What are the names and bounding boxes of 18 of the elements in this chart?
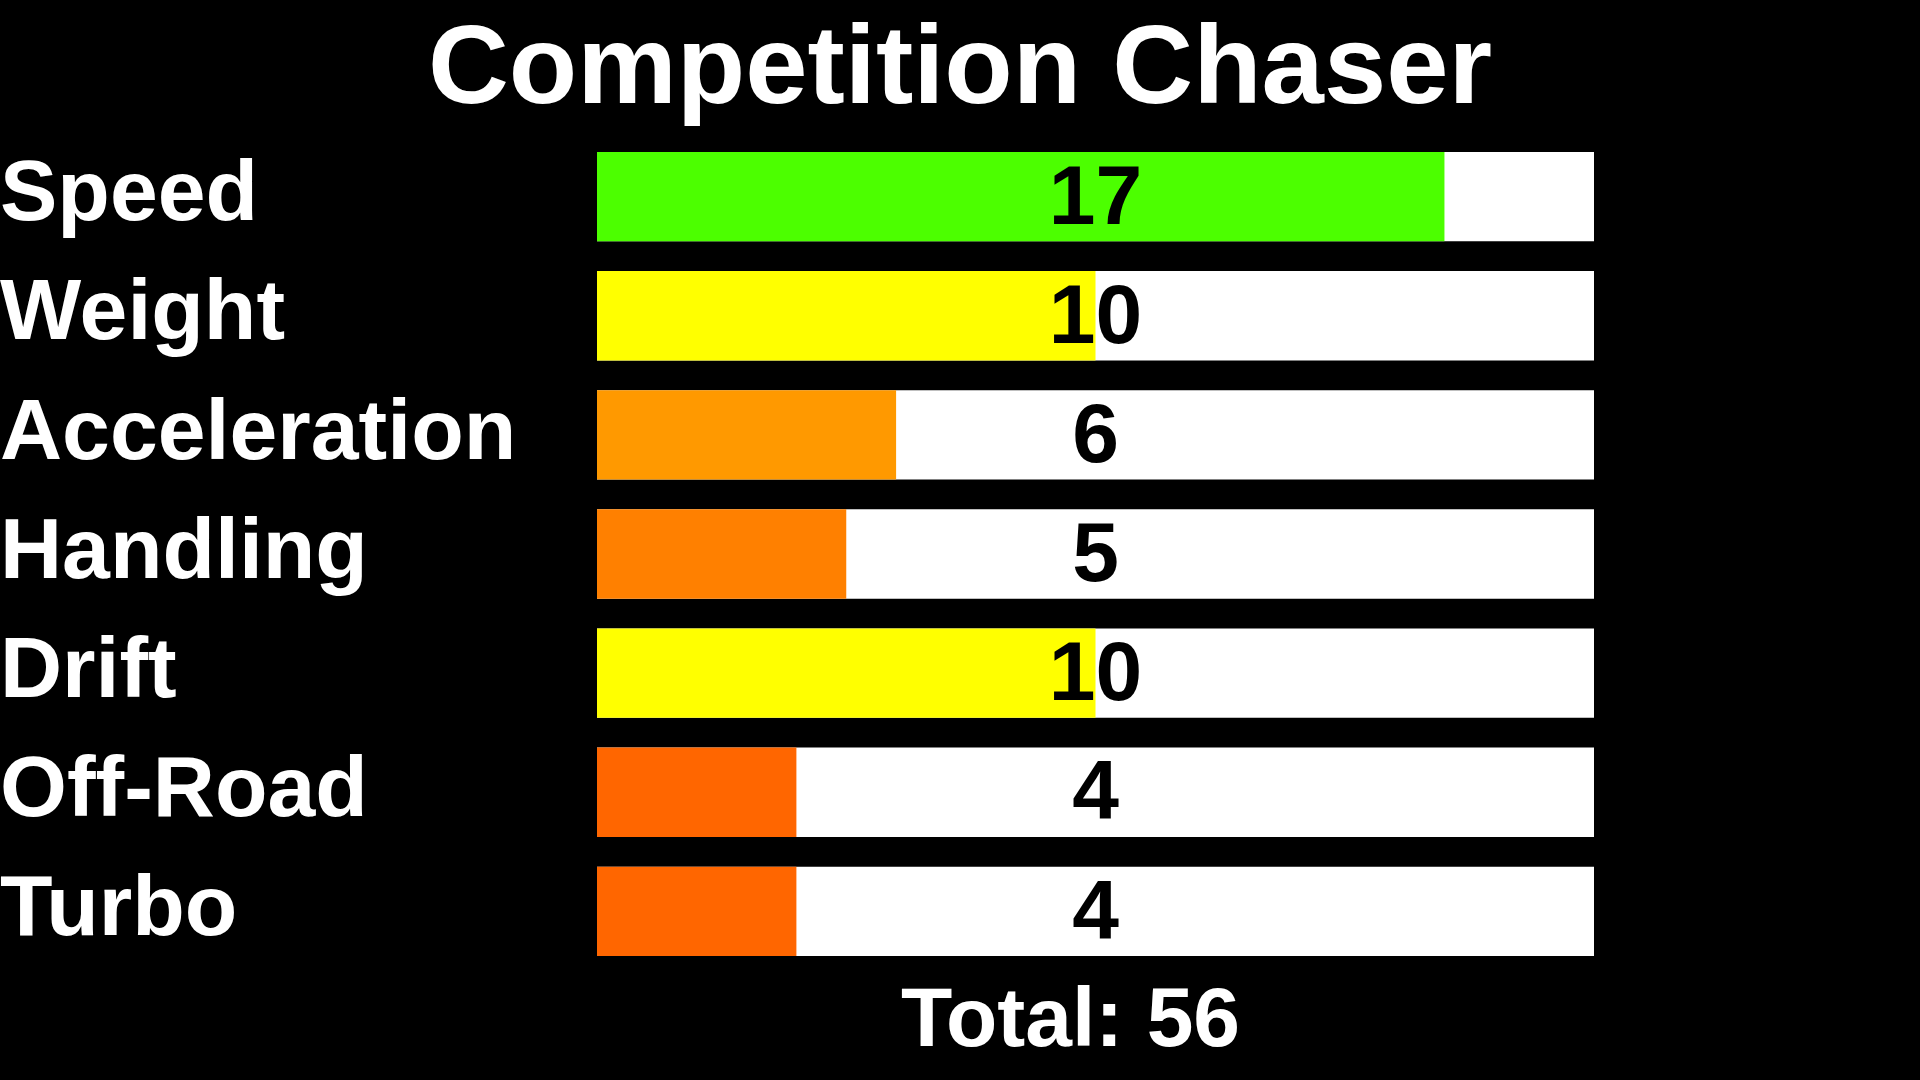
data-label: 6 (1072, 386, 1119, 481)
y-tick-label: Speed (0, 142, 259, 239)
y-tick-label: Turbo (0, 857, 238, 954)
data-label: 17 (1048, 147, 1143, 242)
y-tick-label: Handling (0, 499, 368, 596)
bar (597, 866, 797, 957)
chart-title: Competition Chaser (427, 1, 1493, 127)
data-label: 5 (1072, 505, 1119, 600)
text: Total: 56 (900, 970, 1241, 1065)
data-label: 4 (1072, 743, 1120, 838)
bar (597, 390, 897, 480)
y-tick-label: Weight (0, 261, 286, 358)
bar (597, 509, 847, 599)
y-tick-label: Acceleration (0, 380, 517, 477)
y-tick-label: Drift (0, 618, 177, 715)
y-tick-label: Off-Road (0, 738, 368, 834)
bar (597, 747, 797, 837)
data-label: 4 (1072, 862, 1120, 957)
